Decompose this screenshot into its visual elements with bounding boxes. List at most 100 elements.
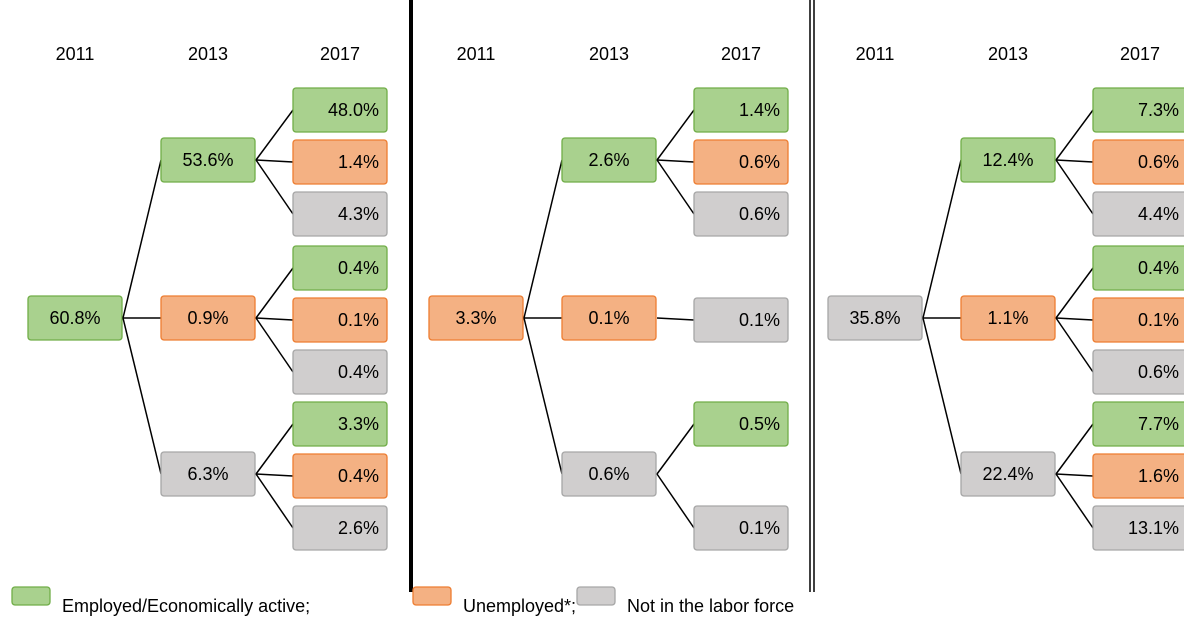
box xyxy=(160,451,256,497)
box-label: 3.3% xyxy=(338,414,379,434)
connector xyxy=(523,159,563,319)
legend-swatch xyxy=(11,586,51,606)
box-label: 3.3% xyxy=(455,308,496,328)
box xyxy=(292,245,388,291)
box-label: 0.1% xyxy=(338,310,379,330)
box xyxy=(292,349,388,395)
box-label: 22.4% xyxy=(982,464,1033,484)
connector xyxy=(255,423,294,475)
box xyxy=(428,295,524,341)
box xyxy=(292,87,388,133)
connector xyxy=(255,109,294,161)
connector xyxy=(523,317,563,475)
box xyxy=(693,87,789,133)
box xyxy=(1092,87,1184,133)
connector xyxy=(656,159,695,163)
year-label: 2017 xyxy=(721,44,761,64)
box xyxy=(561,451,657,497)
box-label: 0.6% xyxy=(1138,362,1179,382)
connector xyxy=(1055,473,1094,477)
box xyxy=(1092,505,1184,551)
box xyxy=(292,297,388,343)
year-label: 2017 xyxy=(320,44,360,64)
connector xyxy=(1055,109,1094,161)
box xyxy=(292,139,388,185)
box-label: 0.4% xyxy=(338,466,379,486)
box-label: 0.9% xyxy=(187,308,228,328)
box-label: 13.1% xyxy=(1128,518,1179,538)
box-label: 7.3% xyxy=(1138,100,1179,120)
connector xyxy=(255,473,294,477)
box-label: 48.0% xyxy=(328,100,379,120)
box-label: 0.4% xyxy=(338,258,379,278)
box-label: 0.1% xyxy=(739,518,780,538)
box xyxy=(693,139,789,185)
box-label: 0.6% xyxy=(1138,152,1179,172)
box-label: 4.3% xyxy=(338,204,379,224)
box-label: 1.6% xyxy=(1138,466,1179,486)
connector xyxy=(255,159,294,215)
box-label: 2.6% xyxy=(588,150,629,170)
legend-label: Not in the labor force xyxy=(627,596,794,616)
box xyxy=(292,401,388,447)
box-label: 0.6% xyxy=(739,152,780,172)
box xyxy=(693,401,789,447)
box xyxy=(693,297,789,343)
connector xyxy=(922,317,962,475)
connector xyxy=(1055,159,1094,215)
legend-label: Unemployed*; xyxy=(463,596,576,616)
connector xyxy=(1055,473,1094,529)
box xyxy=(160,137,256,183)
box-label: 1.4% xyxy=(338,152,379,172)
box-label: 0.4% xyxy=(338,362,379,382)
box xyxy=(960,137,1056,183)
box xyxy=(1092,297,1184,343)
box-label: 2.6% xyxy=(338,518,379,538)
box xyxy=(1092,453,1184,499)
box-label: 60.8% xyxy=(49,308,100,328)
year-label: 2011 xyxy=(856,44,895,64)
box xyxy=(1092,191,1184,237)
box-label: 0.5% xyxy=(739,414,780,434)
connector xyxy=(255,267,294,319)
box xyxy=(561,295,657,341)
legend-swatch xyxy=(576,586,616,606)
box-label: 0.1% xyxy=(588,308,629,328)
connector xyxy=(255,317,294,321)
connector xyxy=(1055,267,1094,319)
connector xyxy=(255,159,294,163)
legend-swatch xyxy=(412,586,452,606)
connector xyxy=(1055,317,1094,321)
connector xyxy=(656,473,695,529)
box xyxy=(27,295,123,341)
year-label: 2011 xyxy=(56,44,95,64)
box xyxy=(693,191,789,237)
connector xyxy=(1055,317,1094,373)
year-label: 2011 xyxy=(457,44,496,64)
connector xyxy=(922,159,962,319)
box xyxy=(292,505,388,551)
year-label: 2013 xyxy=(188,44,228,64)
box-label: 35.8% xyxy=(849,308,900,328)
box xyxy=(960,295,1056,341)
box xyxy=(561,137,657,183)
connector xyxy=(656,109,695,161)
connector xyxy=(122,159,162,319)
box-label: 7.7% xyxy=(1138,414,1179,434)
box xyxy=(827,295,923,341)
box-label: 0.1% xyxy=(1138,310,1179,330)
connector xyxy=(122,317,162,475)
year-label: 2017 xyxy=(1120,44,1160,64)
box xyxy=(1092,139,1184,185)
connector xyxy=(1055,423,1094,475)
box-label: 1.1% xyxy=(987,308,1028,328)
box-label: 6.3% xyxy=(187,464,228,484)
box-label: 12.4% xyxy=(982,150,1033,170)
year-label: 2013 xyxy=(988,44,1028,64)
connector xyxy=(255,317,294,373)
box xyxy=(292,191,388,237)
connector xyxy=(656,159,695,215)
legend-label: Employed/Economically active; xyxy=(62,596,310,616)
box xyxy=(1092,245,1184,291)
